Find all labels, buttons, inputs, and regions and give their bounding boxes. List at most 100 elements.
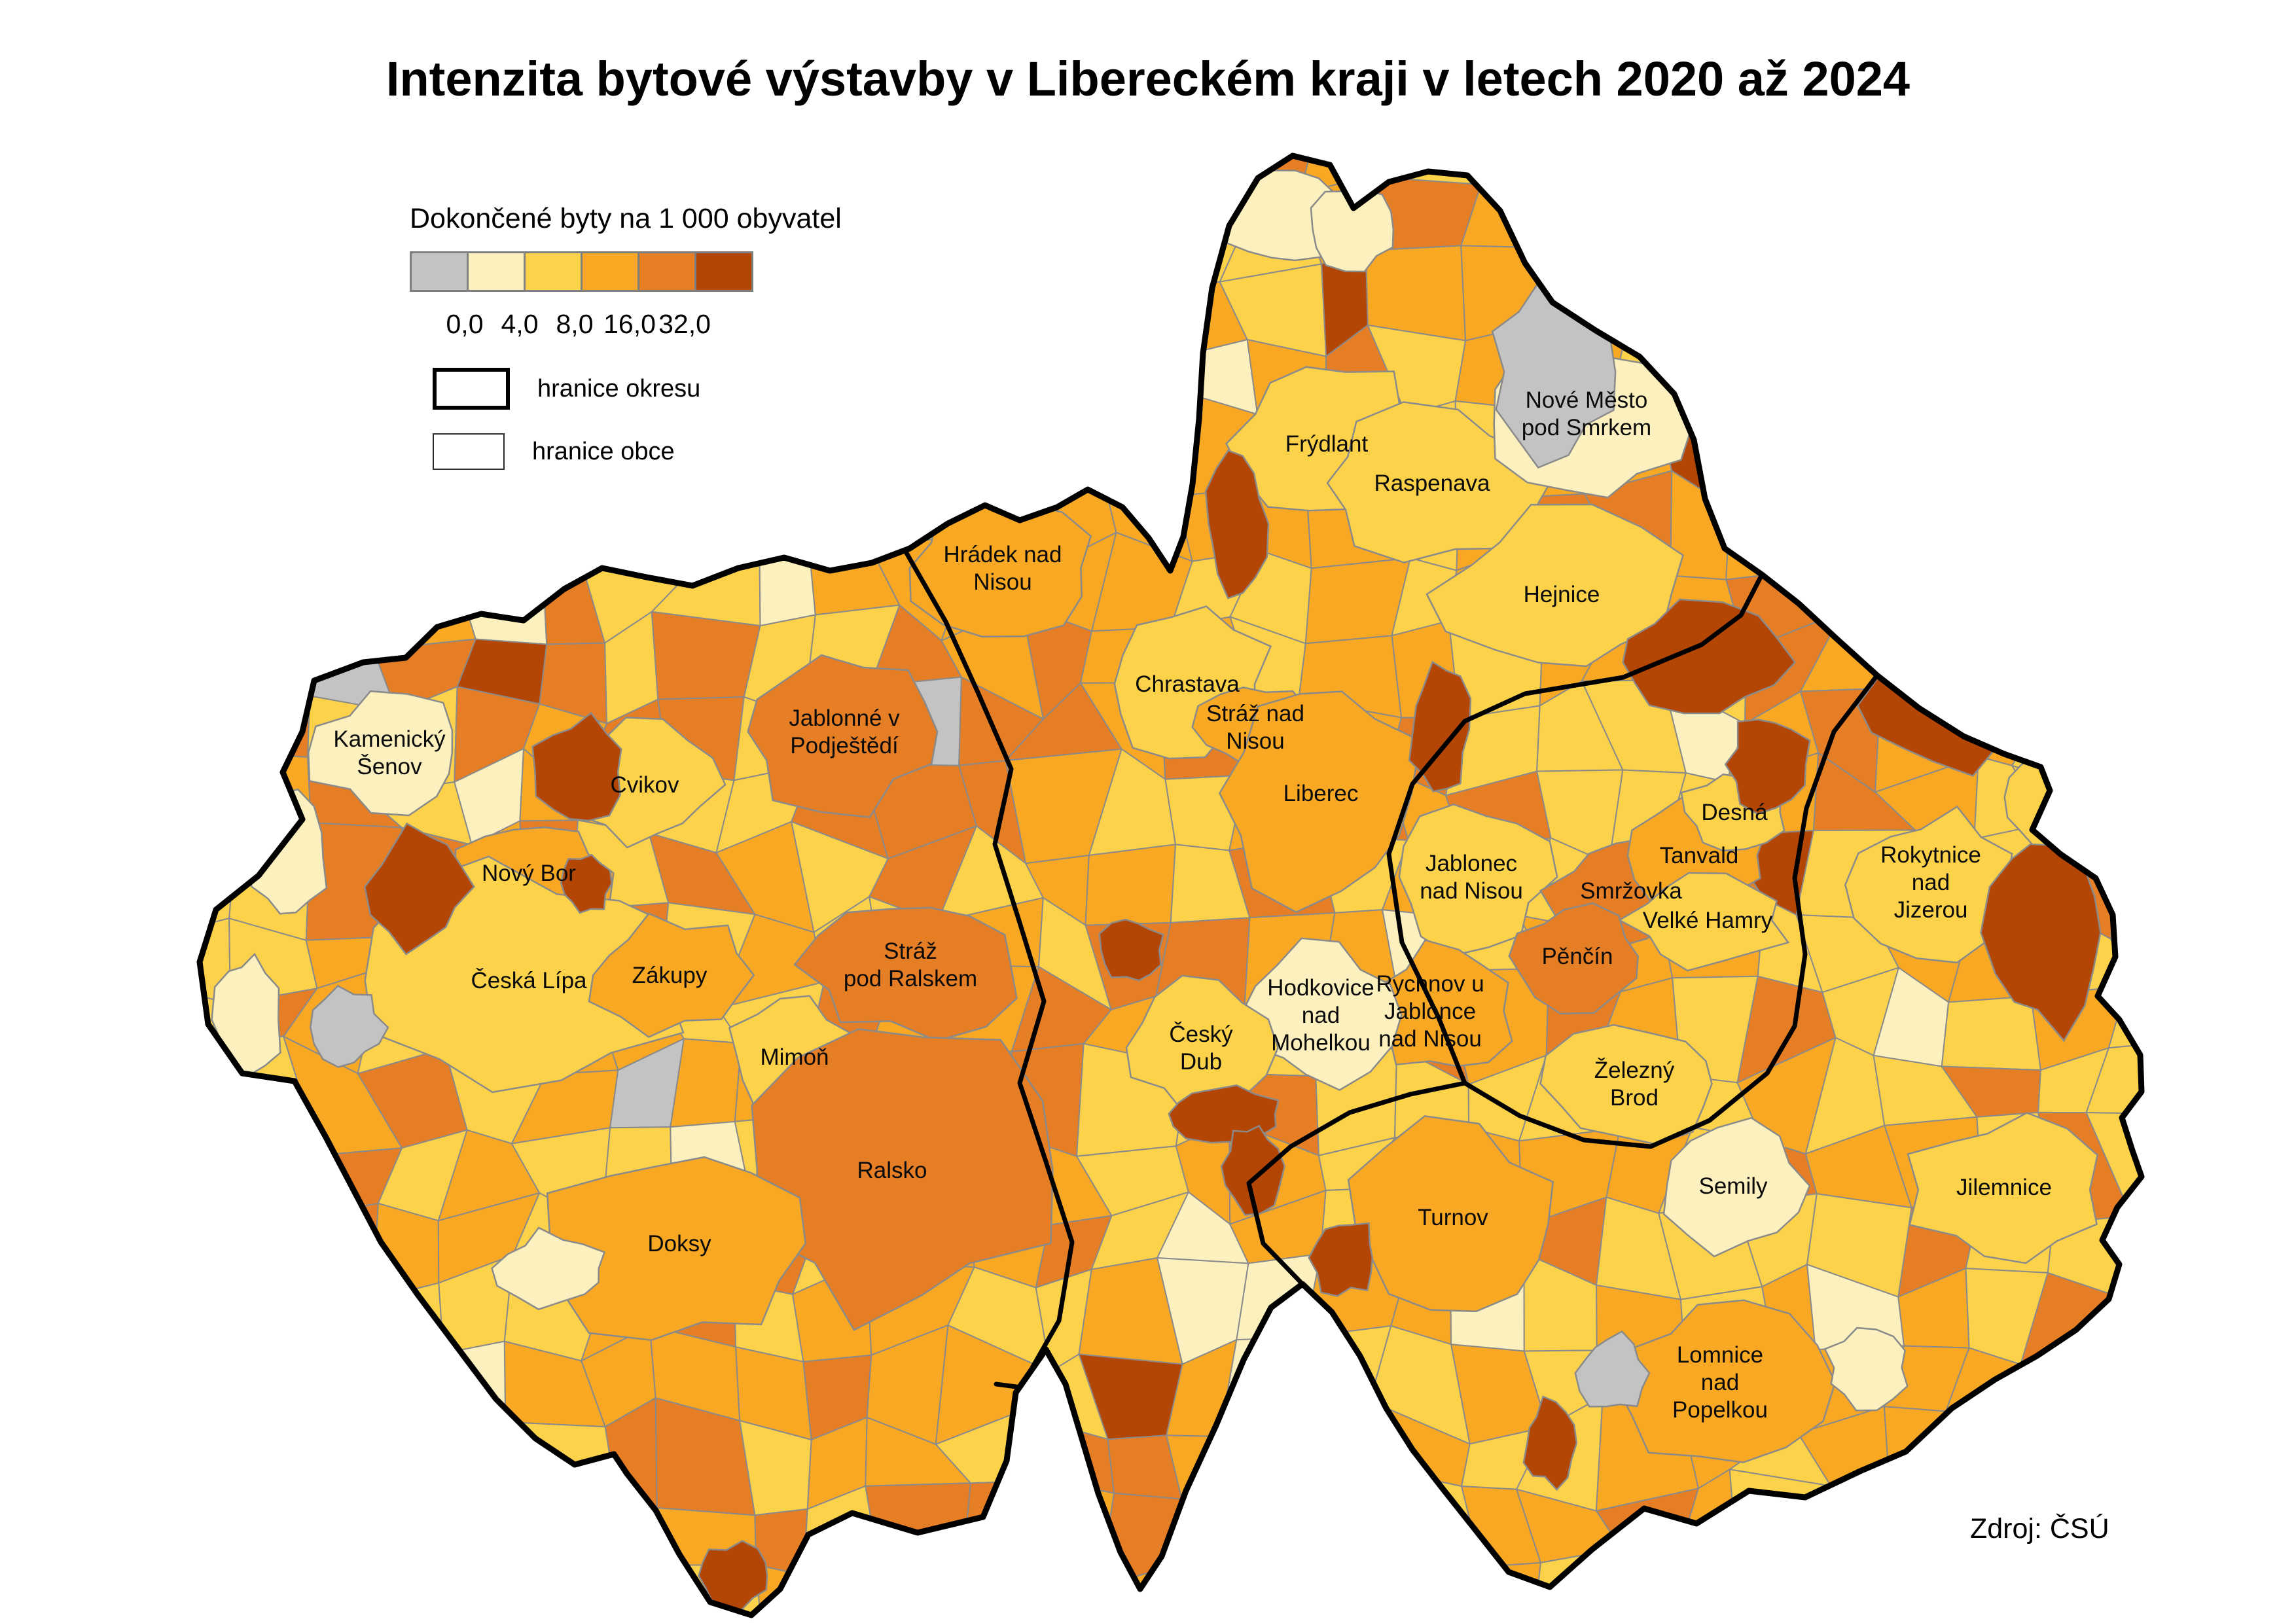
- municipality-cell: [1876, 156, 1966, 196]
- municipality-cell: [200, 1270, 241, 1353]
- district-boundaries: [904, 550, 1880, 1390]
- municipality-area: [1308, 1222, 1374, 1297]
- municipality-cell: [1112, 191, 1158, 287]
- municipality-cell: [651, 611, 761, 700]
- municipality-cell: [1086, 330, 1193, 396]
- municipality-cell: [304, 464, 386, 551]
- municipality-cell: [660, 156, 757, 205]
- municipality-cell: [200, 187, 236, 264]
- municipality-cell: [1375, 1563, 1482, 1615]
- municipality-cell: [2085, 1039, 2142, 1115]
- municipality-cell: [1613, 156, 1666, 221]
- municipality-cell: [962, 156, 1021, 204]
- municipality-label: Rychnov u Jablonce nad Nisou: [1376, 971, 1484, 1052]
- municipality-cell: [1828, 194, 1889, 283]
- municipality-area: [1204, 449, 1270, 599]
- municipality-cell: [2106, 188, 2142, 293]
- municipality-cell: [2251, 398, 2296, 500]
- municipality-cell: [1085, 844, 1177, 926]
- municipality-cell: [524, 1471, 620, 1588]
- municipality-cell: [1024, 273, 1119, 342]
- municipality-cell: [2084, 625, 2142, 698]
- municipality-boundary-label: hranice obce: [532, 437, 675, 465]
- municipality-cell: [2158, 189, 2243, 274]
- municipality-cell: [442, 1340, 507, 1429]
- municipality-cell: [876, 332, 977, 410]
- municipality-cell: [2266, 1058, 2296, 1133]
- municipality-cell: [1727, 321, 1839, 414]
- municipality-cell: [2113, 1296, 2142, 1362]
- municipality-cell: [1729, 1469, 1834, 1573]
- municipality-cell: [1954, 249, 2056, 353]
- municipality-cell: [1672, 1543, 1736, 1615]
- municipality-cell: [1601, 197, 1693, 282]
- district-boundary-label: hranice okresu: [537, 374, 701, 402]
- municipality-cell: [1883, 1406, 1980, 1517]
- municipality-cell: [2113, 1346, 2142, 1444]
- municipality-cell: [1945, 486, 2030, 578]
- municipality-cell: [1738, 156, 1838, 201]
- municipality-cell: [1812, 411, 1916, 476]
- municipality-cell: [1168, 1543, 1249, 1615]
- municipality-cell: [1655, 156, 1744, 221]
- municipality-cell: [1941, 331, 2056, 427]
- municipality-label: Liberec: [1283, 781, 1359, 806]
- municipality-area: [1098, 918, 1164, 982]
- page-title: Intenzita bytové výstavby v Libereckém k…: [386, 52, 1910, 106]
- municipality-cell: [1870, 543, 1980, 626]
- municipality-cell: [2178, 554, 2266, 626]
- municipality-cell: [2251, 497, 2296, 566]
- municipality-pencin: [1508, 902, 1639, 1015]
- municipality-label: Desná: [1701, 800, 1768, 825]
- municipality-zakupy: [588, 912, 755, 1039]
- municipality-cell: [1954, 1577, 2058, 1615]
- municipality-cell: [2184, 1115, 2266, 1215]
- municipality-label: Hodkovice nad Mohelkou: [1267, 975, 1374, 1056]
- municipality-area: [310, 984, 389, 1068]
- municipality-cell: [2231, 554, 2296, 613]
- municipality-cell: [1739, 260, 1839, 346]
- municipality-cell: [2114, 265, 2142, 361]
- municipality-label: Rokytnice nad Jizerou: [1880, 842, 1981, 923]
- municipality-cell: [1868, 400, 1947, 497]
- municipality-cell: [2084, 683, 2142, 793]
- municipality-cell: [1112, 273, 1158, 366]
- municipality-cell: [1095, 156, 1185, 219]
- municipality-label: Tanvald: [1660, 843, 1739, 868]
- legend: Dokončené byty na 1 000 obyvatel 0,0 4,0 8…: [410, 203, 907, 470]
- municipality-cell: [304, 539, 374, 651]
- municipality-cell: [573, 468, 692, 573]
- legend-swatch: [637, 251, 696, 292]
- municipality-cell: [320, 176, 392, 282]
- municipality-cell: [226, 317, 321, 424]
- municipality-cell: [2176, 408, 2256, 499]
- municipality-cell: [1327, 1563, 1395, 1615]
- municipality-cell: [1801, 461, 1916, 572]
- municipality-cell: [2023, 350, 2119, 433]
- municipality-cell: [2015, 266, 2124, 360]
- municipality-cell: [2170, 317, 2256, 410]
- municipality-cell: [2243, 274, 2296, 364]
- municipality-cell: [1734, 1543, 1834, 1615]
- municipality-cell: [247, 622, 315, 722]
- municipality-cell: [385, 156, 472, 206]
- municipality-label: Mimoň: [760, 1044, 829, 1070]
- municipality-cell: [2190, 1041, 2275, 1133]
- municipality-label: Jablonec nad Nisou: [1420, 851, 1523, 904]
- municipality-jablonne-v-podjestedi: [747, 654, 939, 819]
- municipality-cell: [2228, 1215, 2296, 1259]
- municipality-cell: [1013, 156, 1122, 219]
- municipality-label: Chrastava: [1135, 671, 1240, 697]
- municipality-cell: [744, 185, 834, 287]
- municipality-cell: [2184, 1200, 2261, 1300]
- municipality-cell: [750, 394, 829, 506]
- municipality-cell: [793, 1566, 880, 1615]
- municipality-cell: [1470, 156, 1545, 186]
- municipality-cell: [1219, 1395, 1327, 1517]
- municipality-area: [531, 711, 622, 822]
- municipality-label: Pěnčín: [1542, 944, 1613, 969]
- municipality-cell: [1152, 156, 1266, 194]
- municipality-cell: [867, 394, 976, 508]
- municipality-cell: [759, 487, 810, 553]
- municipality-cell: [319, 273, 392, 346]
